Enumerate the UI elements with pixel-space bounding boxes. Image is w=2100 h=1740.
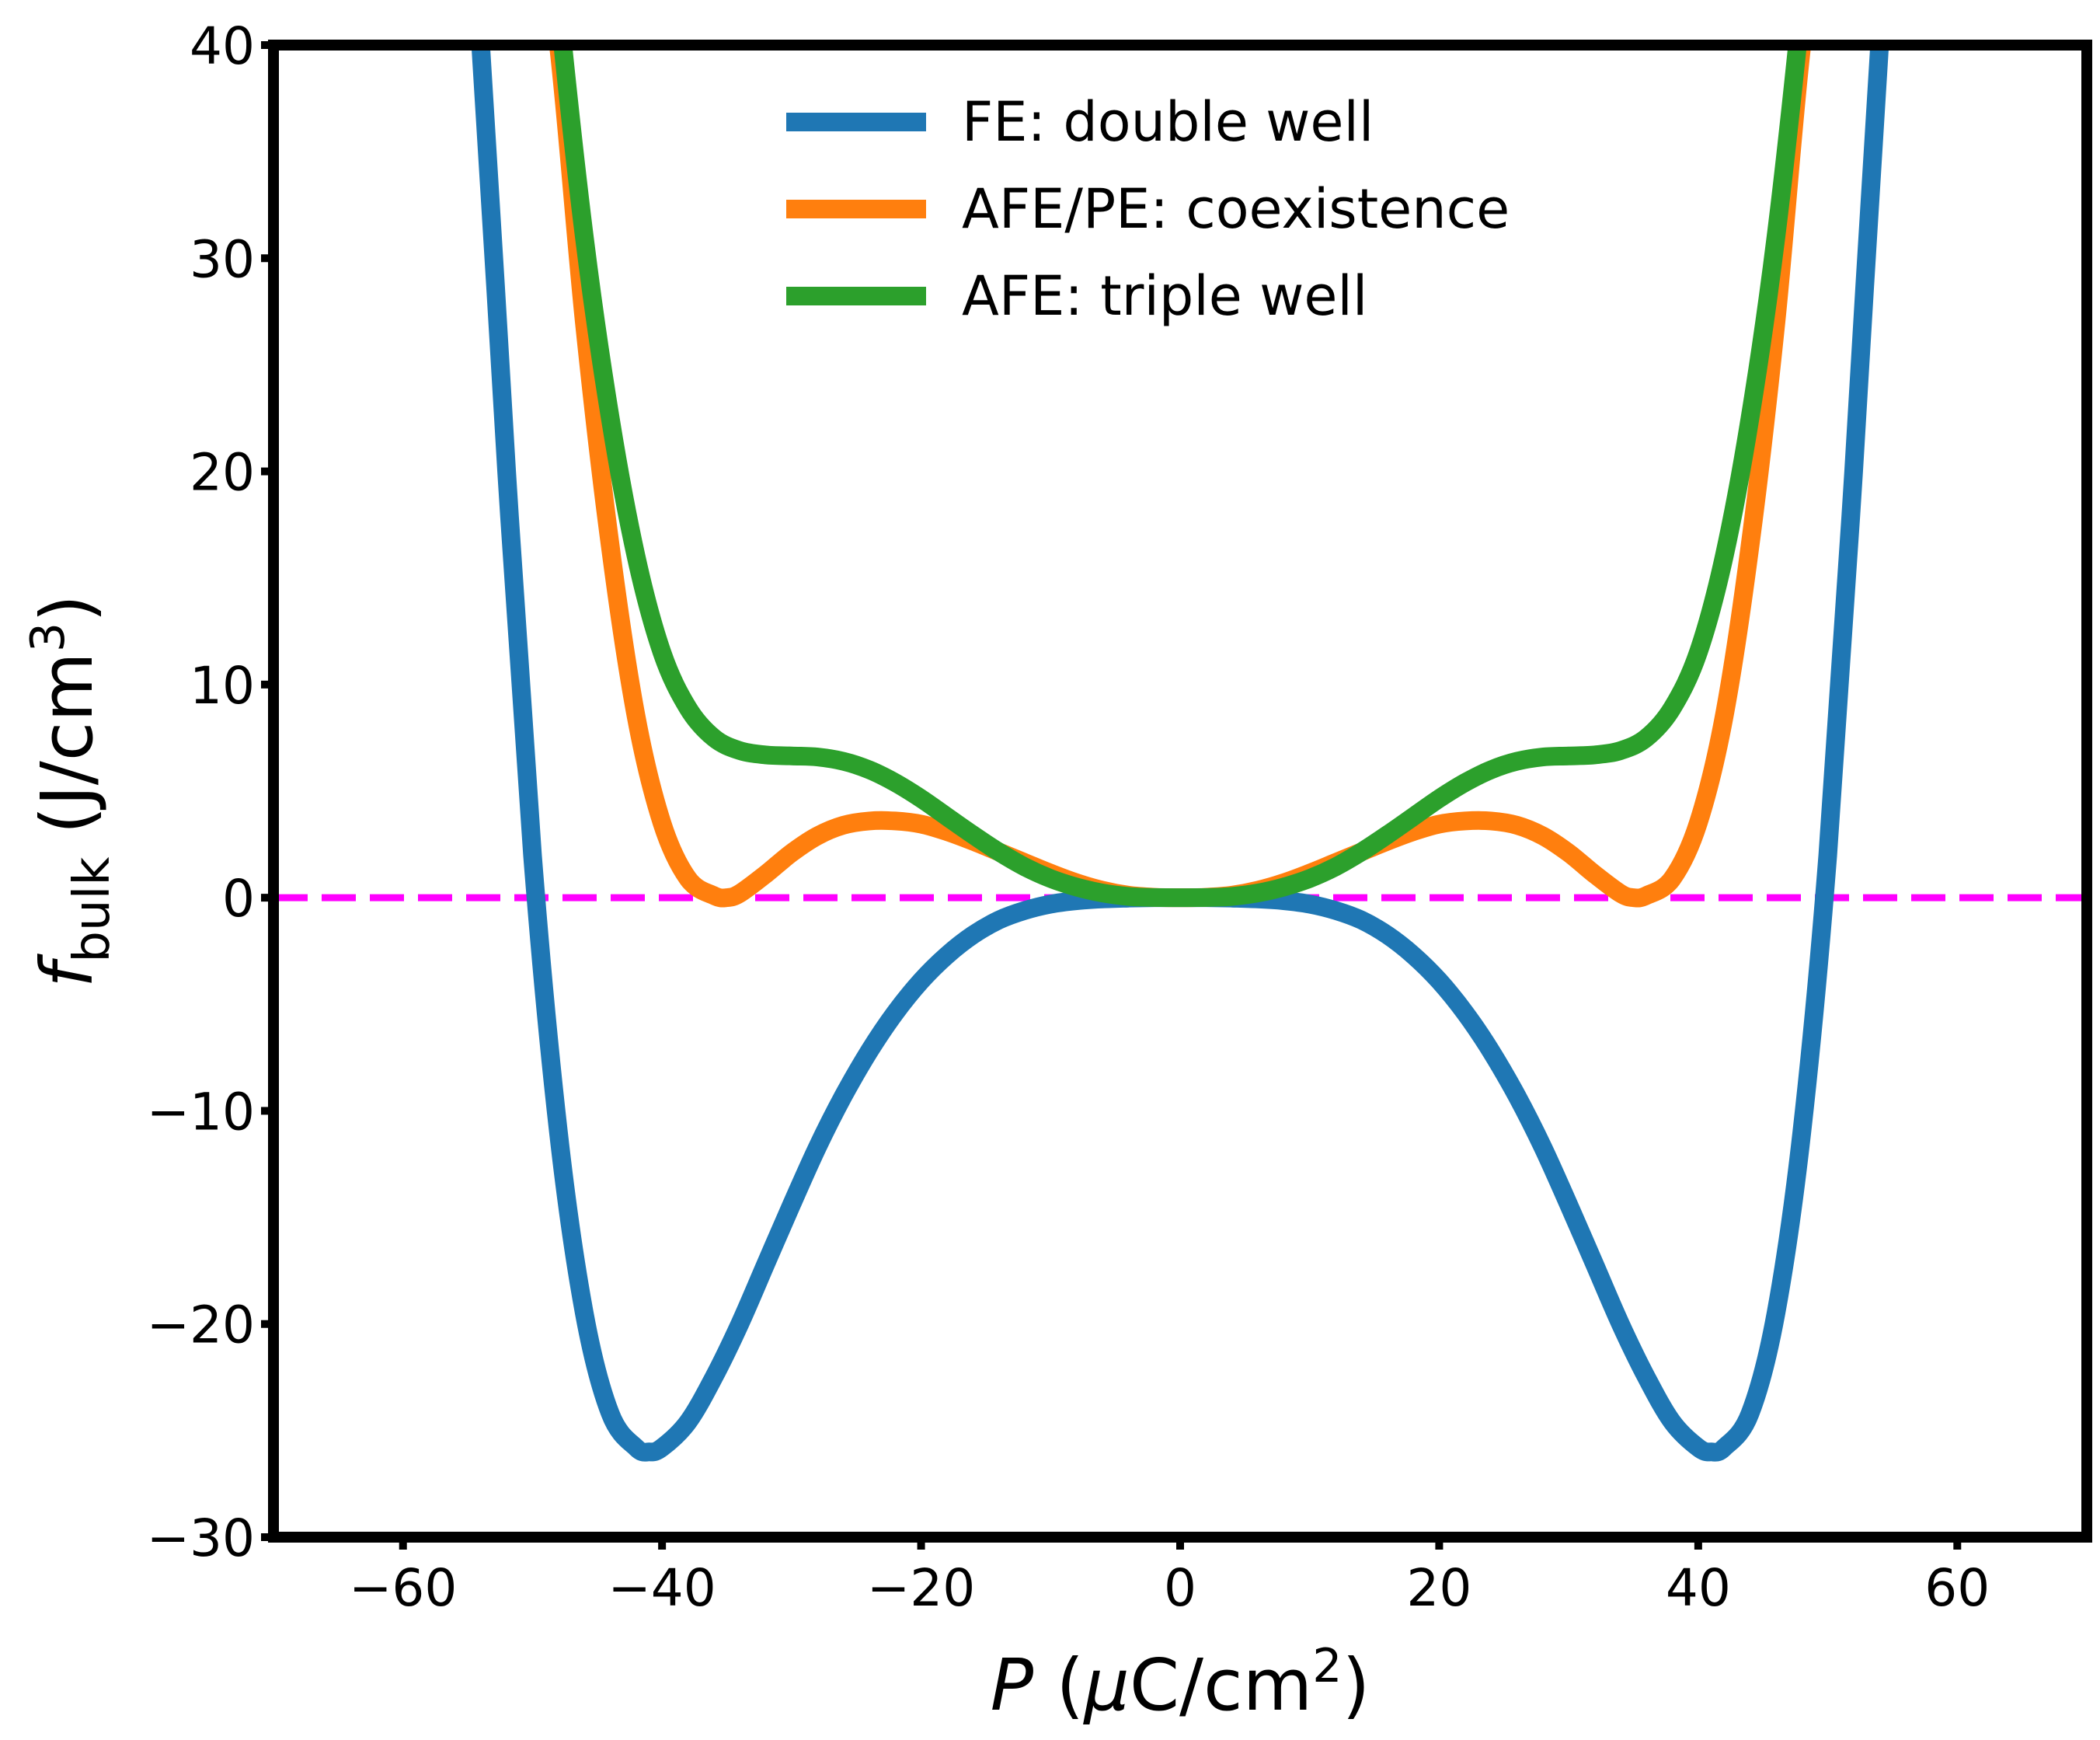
x-axis-ticks: −60 −40 −20 0 20 40 60 [349, 1537, 1990, 1618]
y-tick-label: 20 [190, 443, 255, 503]
x-axis-close: ) [1342, 1644, 1370, 1727]
legend: FE: double well AFE/PE: coexistence AFE: t… [786, 90, 1510, 328]
y-tick-label: −20 [147, 1295, 255, 1355]
plot-area [273, 45, 2087, 1462]
y-tick-label: 0 [222, 869, 255, 929]
x-axis-symbol: P [991, 1644, 1034, 1727]
x-axis-unit: C/cm [1130, 1644, 1312, 1727]
x-axis-exponent: 2 [1312, 1639, 1342, 1693]
y-axis-ticks: −30 −20 −10 0 10 20 30 40 [147, 16, 273, 1568]
x-tick-label: −40 [608, 1558, 716, 1618]
legend-label-3: AFE: triple well [962, 264, 1367, 328]
y-axis-subscript: bulk [64, 857, 121, 963]
x-axis-unit-prefix: μ [1082, 1644, 1130, 1727]
x-tick-label: 40 [1666, 1558, 1731, 1618]
y-axis-unit: (J/cm [26, 652, 109, 856]
y-tick-label: −30 [147, 1508, 255, 1568]
y-tick-label: −10 [147, 1082, 255, 1142]
x-tick-label: −60 [349, 1558, 457, 1618]
series-line-3 [553, 45, 1807, 908]
series-layer [471, 45, 1889, 1462]
x-axis-title: P (μC/cm2) [991, 1639, 1370, 1727]
y-tick-label: 30 [190, 229, 255, 289]
y-tick-label: 10 [190, 656, 255, 716]
x-tick-label: 60 [1924, 1558, 1990, 1618]
y-axis-close: ) [26, 595, 109, 622]
legend-label-2: AFE/PE: coexistence [962, 177, 1510, 241]
y-axis-title: fbulk (J/cm3) [21, 595, 121, 988]
legend-label-1: FE: double well [962, 90, 1374, 154]
y-tick-label: 40 [190, 16, 255, 76]
x-tick-label: 20 [1406, 1558, 1471, 1618]
x-tick-label: −20 [867, 1558, 975, 1618]
x-axis-open: ( [1033, 1644, 1084, 1727]
x-tick-label: 0 [1164, 1558, 1196, 1618]
y-axis-exponent: 3 [21, 622, 75, 652]
